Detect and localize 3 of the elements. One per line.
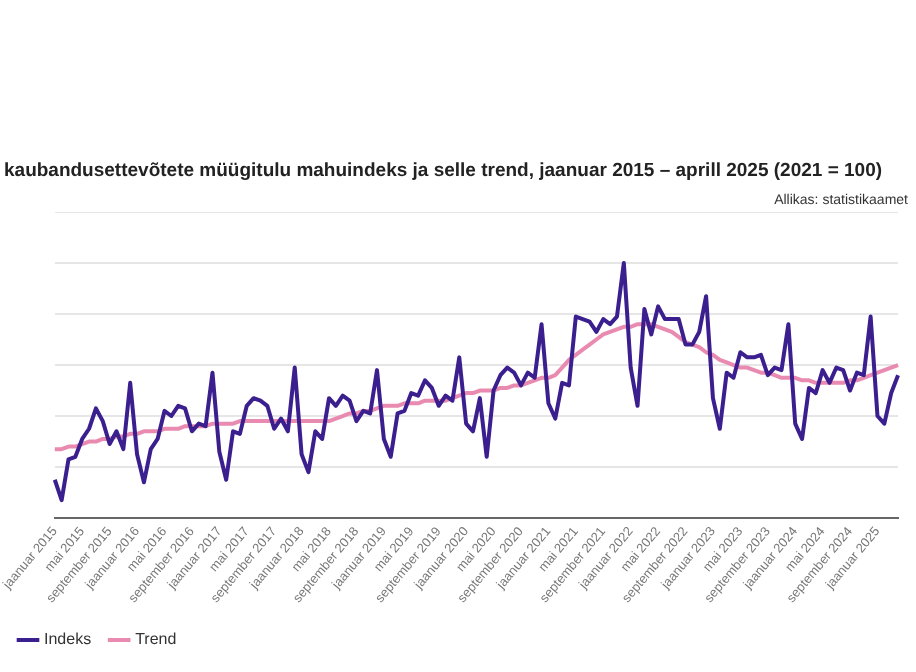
- legend-label: Trend: [135, 630, 177, 649]
- chart-title: kaubandusettevõtete müügitulu mahuindeks ja selle trend, jaanuar 2015 – aprill 2025 (2021 = 100): [4, 160, 885, 184]
- legend-label: Indeks: [44, 630, 92, 649]
